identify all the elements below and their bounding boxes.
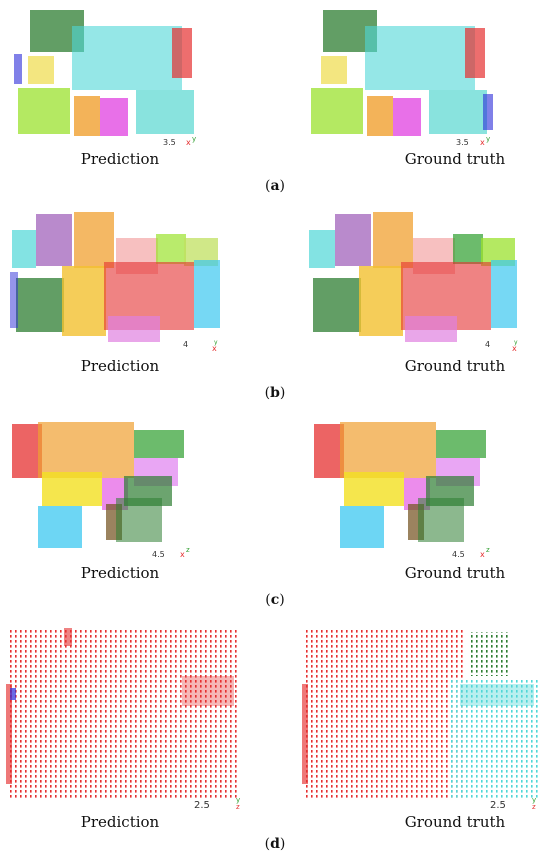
svg-text:z: z	[236, 803, 240, 810]
svg-text:z: z	[186, 546, 190, 554]
subfigure-label-a: (a)	[264, 178, 285, 194]
pointcloud-d-left	[6, 628, 238, 798]
caption-d-groundtruth: Ground truth	[404, 813, 506, 831]
caption-b-groundtruth: Ground truth	[404, 357, 506, 375]
subfigure-label-b: (b)	[264, 385, 286, 401]
svg-text:x: x	[512, 344, 517, 352]
pointcloud-b-left	[10, 212, 220, 342]
caption-a-groundtruth: Ground truth	[404, 150, 506, 168]
row-d-prediction-pointcloud	[4, 624, 244, 804]
axis-icon: yz	[532, 796, 536, 810]
svg-text:x: x	[212, 344, 217, 352]
caption-c-groundtruth: Ground truth	[404, 564, 506, 582]
scale-label-b-right: 4	[485, 340, 491, 349]
pointcloud-c-left	[12, 422, 184, 548]
axis-icon: xy	[512, 339, 518, 352]
pointcloud-a-right	[311, 10, 493, 136]
svg-text:z: z	[486, 546, 490, 554]
row-c-groundtruth-pointcloud	[310, 418, 500, 558]
row-d-groundtruth-pointcloud	[300, 624, 544, 804]
caption-a-prediction: Prediction	[80, 150, 160, 168]
svg-text:y: y	[514, 339, 518, 346]
svg-text:x: x	[186, 138, 191, 147]
subfigure-label-c: (c)	[265, 592, 285, 608]
row-a-prediction-pointcloud	[12, 4, 202, 144]
row-a-groundtruth-pointcloud	[305, 4, 495, 144]
svg-text:x: x	[480, 138, 485, 147]
scale-label-a-right: 3.5	[456, 138, 469, 147]
row-c-prediction-pointcloud	[8, 418, 198, 558]
axis-icon: yz	[236, 796, 240, 810]
pointcloud-c-right	[314, 422, 486, 548]
svg-text:y: y	[214, 339, 218, 346]
pointcloud-d-right	[302, 628, 538, 798]
caption-d-prediction: Prediction	[80, 813, 160, 831]
svg-text:y: y	[192, 135, 196, 143]
axis-icon: xy	[212, 339, 218, 352]
scale-label-b-left: 4	[183, 340, 189, 349]
caption-b-prediction: Prediction	[80, 357, 160, 375]
svg-text:z: z	[532, 803, 536, 810]
scale-label-c-right: 4.5	[452, 550, 465, 559]
pointcloud-b-right	[309, 212, 517, 342]
svg-text:x: x	[480, 550, 485, 559]
scale-label-d-right: 2.5	[490, 800, 506, 811]
pointcloud-a-left	[14, 10, 194, 136]
caption-c-prediction: Prediction	[80, 564, 160, 582]
svg-text:y: y	[236, 796, 240, 804]
subfigure-label-d: (d)	[264, 836, 286, 852]
row-b-prediction-pointcloud	[8, 208, 228, 350]
scale-label-d-left: 2.5	[194, 800, 210, 811]
svg-text:y: y	[486, 135, 490, 143]
scale-label-a-left: 3.5	[163, 138, 176, 147]
scale-label-c-left: 4.5	[152, 550, 165, 559]
row-b-groundtruth-pointcloud	[305, 208, 525, 350]
svg-text:y: y	[532, 796, 536, 804]
svg-text:x: x	[180, 550, 185, 559]
